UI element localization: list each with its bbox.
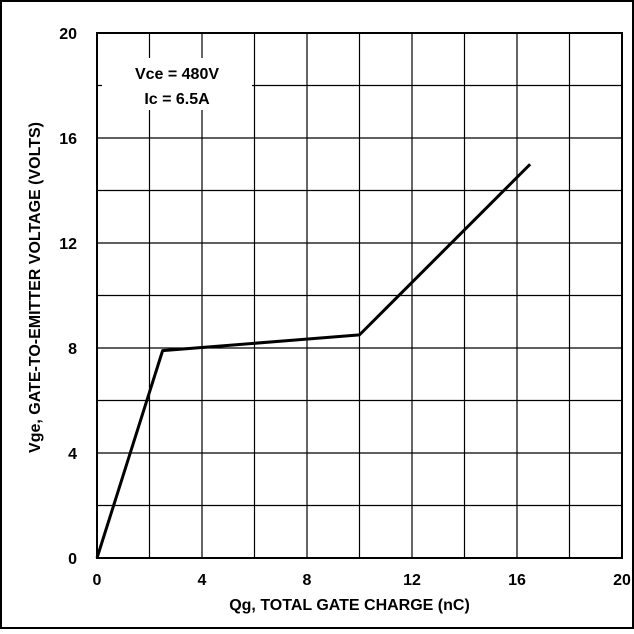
series-group [95, 163, 532, 559]
x-tick-label: 4 [198, 572, 207, 589]
x-tick-label: 12 [403, 572, 421, 589]
annotation-line-2: Ic = 6.5A [144, 91, 210, 108]
y-tick-labels: 0 4 8 12 16 20 [59, 26, 77, 568]
y-tick-label: 8 [68, 341, 77, 358]
y-tick-label: 0 [68, 551, 77, 568]
x-tick-label: 16 [508, 572, 526, 589]
x-tick-label: 8 [303, 572, 312, 589]
grid [97, 33, 622, 558]
y-tick-label: 12 [59, 236, 77, 253]
y-tick-label: 4 [68, 446, 77, 463]
y-tick-label: 16 [59, 131, 77, 148]
y-axis-label: Vge, GATE-TO-EMITTER VOLTAGE (VOLTS) [27, 122, 44, 453]
annotation-line-1: Vce = 480V [135, 66, 219, 83]
annotation-background [102, 58, 252, 110]
x-axis-label: Qg, TOTAL GATE CHARGE (nC) [229, 597, 470, 614]
x-tick-labels: 0 4 8 12 16 20 [93, 572, 631, 589]
y-tick-label: 20 [59, 26, 77, 43]
annotation-box: Vce = 480V Ic = 6.5A [102, 58, 252, 110]
plot-area-border [96, 32, 623, 559]
x-tick-label: 0 [93, 572, 102, 589]
series-line-1 [95, 163, 532, 559]
x-tick-label: 20 [613, 572, 631, 589]
